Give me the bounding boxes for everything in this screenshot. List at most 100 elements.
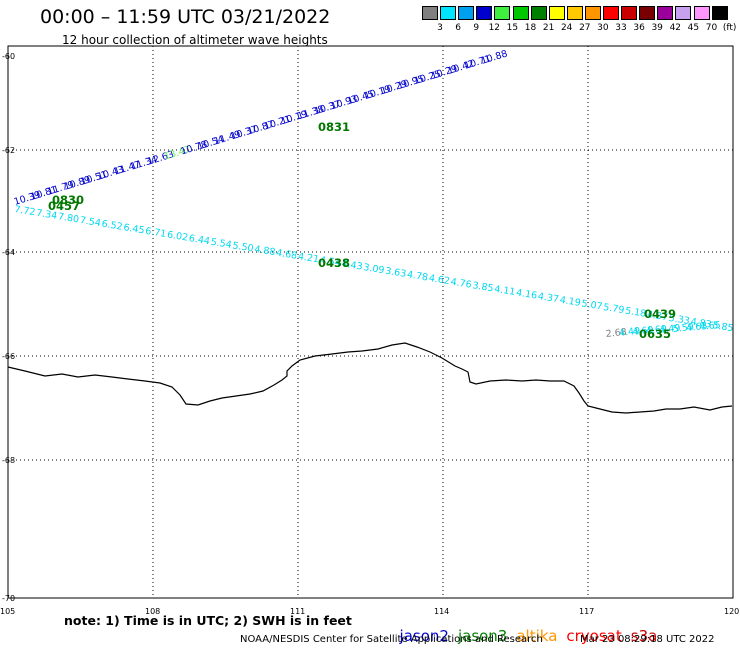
swh-value: 5.85 [712, 320, 735, 334]
swh-value: 4.37 [646, 309, 669, 323]
note-text: note: 1) Time is in UTC; 2) SWH is in fe… [64, 613, 352, 628]
swh-value: 4.65 [699, 320, 721, 333]
sat-jason3: jason3 [457, 627, 508, 645]
lat-label: -68 [2, 456, 15, 465]
swh-value: 4.69 [645, 324, 667, 337]
swh-value: 7.34 [35, 208, 58, 222]
pass-time-label: 0457 [48, 199, 80, 213]
legend-swatch [566, 6, 583, 20]
swh-value: 3.09 [363, 262, 386, 276]
legend-label: 39 [651, 23, 663, 33]
legend-label: 6 [455, 23, 461, 33]
lon-label: 120 [724, 607, 739, 616]
sat-jason2: jason2 [399, 627, 449, 645]
legend-swatch [639, 6, 656, 20]
swh-value: 2.68 [605, 327, 627, 340]
legend-swatch [494, 6, 511, 20]
legend-unit: (ft) [722, 23, 737, 33]
lon-label: 114 [434, 607, 449, 616]
swh-value: 3.63 [384, 266, 407, 280]
swh-value: 4.78 [406, 269, 429, 283]
legend-swatch [693, 6, 710, 20]
legend-swatch [476, 6, 493, 20]
swh-value: 5.79 [602, 302, 625, 316]
pass-time-label: 0830 [52, 193, 84, 207]
altimeter-tracks: 10.3910.8111.7910.8910.5110.4311.4711.34… [13, 48, 734, 340]
pass-time-label: 0438 [318, 256, 350, 270]
sat-cryosat: cryosat [566, 627, 622, 645]
credit-text: NOAA/NESDIS Center for Satellite Applica… [240, 634, 543, 645]
legend-label: 27 [579, 23, 591, 33]
swh-value: 4.19 [559, 295, 582, 309]
swh-value: 4.88 [253, 244, 276, 258]
swh-value: 6.52 [101, 219, 124, 233]
swh-value: 4.21 [297, 251, 320, 265]
lat-label: -70 [2, 594, 15, 603]
legend-swatch [548, 6, 565, 20]
legend-label: 45 [687, 23, 700, 33]
swh-value: 4.83 [690, 316, 713, 330]
lon-label: 117 [579, 607, 594, 616]
legend-label: 33 [615, 23, 627, 33]
sat-s3a: s3a [630, 627, 658, 645]
swh-value: 4.37 [537, 291, 560, 305]
map-subtitle: 12 hour collection of altimeter wave hei… [62, 33, 328, 47]
swh-value: 3.85 [472, 280, 495, 294]
legend-swatch [530, 6, 547, 20]
swh-value: 5.33 [668, 313, 691, 327]
swh-value: 5.50 [232, 240, 255, 254]
lat-label: -60 [2, 52, 15, 61]
swh-value: 7.80 [57, 211, 80, 225]
swh-value: 5.07 [581, 298, 604, 312]
lat-label: -66 [2, 352, 15, 361]
legend-swatch [603, 6, 619, 20]
swh-value: 6.02 [166, 229, 189, 243]
swh-value: 4.49 [659, 323, 681, 336]
swh-value: 4.16 [515, 287, 538, 301]
sat-altika: altika [516, 627, 558, 645]
swh-value: 4.76 [450, 277, 473, 291]
legend-swatch [512, 6, 529, 20]
timestamp-text: Mar 23 08:29:18 UTC 2022 [580, 634, 715, 645]
legend-swatch [675, 6, 692, 20]
lat-label: -62 [2, 146, 15, 155]
swh-value: 4.63 [686, 321, 708, 334]
lon-label: 108 [145, 607, 160, 616]
lon-label: 105 [0, 607, 15, 616]
swh-value: 4.68 [275, 248, 298, 262]
swh-value: 10.88 [480, 48, 509, 66]
legend-label: 12 [488, 23, 501, 33]
lon-label: 111 [290, 607, 305, 616]
swh-value: 4.69 [632, 325, 654, 338]
swh-value: 4.11 [493, 284, 516, 298]
swh-value: 5.59 [672, 322, 694, 335]
lat-label: -64 [2, 248, 15, 257]
swh-value: 4.43 [341, 258, 364, 272]
antarctic-coastline [7, 342, 733, 414]
legend-swatch [621, 6, 638, 20]
swh-value: 6.71 [144, 226, 167, 240]
legend-swatch [584, 6, 601, 20]
legend-swatch [657, 6, 674, 20]
legend-label: 30 [597, 23, 609, 33]
swh-value: 4.54 [319, 255, 342, 269]
legend-label: 15 [506, 23, 519, 33]
legend-label: 70 [705, 23, 718, 33]
pass-time-label: 0831 [318, 120, 350, 134]
legend-swatch [440, 6, 457, 20]
lat-lon-grid [7, 45, 734, 599]
legend-label: 3 [437, 23, 443, 33]
swh-value: 6.45 [123, 222, 146, 236]
swh-value: 7.72 [14, 204, 37, 218]
swh-value: 6.44 [188, 233, 211, 247]
axis-labels: -60 -62 -64 -66 -68 -70 105 108 111 114 117 120 [0, 52, 739, 616]
swh-value: 4.62 [428, 273, 451, 287]
map-title: 00:00 – 11:59 UTC 03/21/2022 [40, 6, 331, 28]
pass-time-label: 0635 [639, 327, 671, 341]
swh-value: 5.54 [210, 237, 233, 251]
legend-label: 9 [473, 23, 480, 33]
swh-value: 7.54 [79, 215, 102, 229]
legend-label: 42 [669, 23, 682, 33]
legend-swatch [711, 6, 728, 20]
